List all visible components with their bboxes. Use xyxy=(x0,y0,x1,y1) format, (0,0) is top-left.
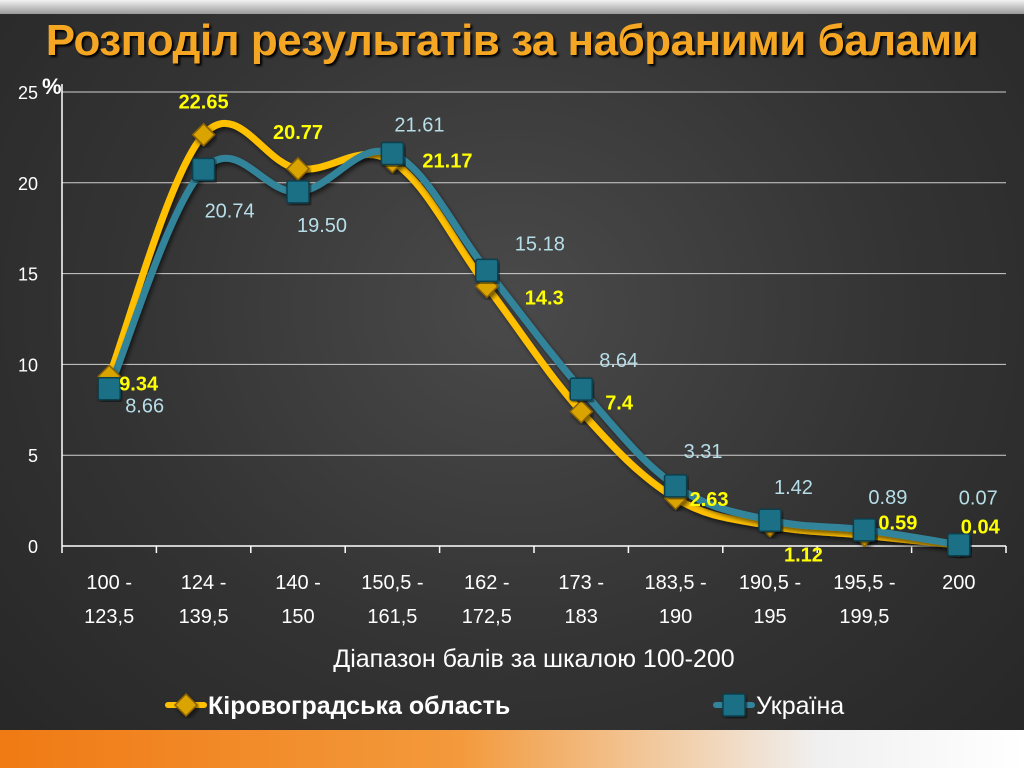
data-label: 1.12 xyxy=(784,545,823,567)
top-decor-strip xyxy=(0,0,1024,14)
data-point-marker xyxy=(97,376,121,401)
x-tick-label: 139,5 xyxy=(179,606,229,628)
data-label: 20.74 xyxy=(205,200,255,222)
data-point-marker xyxy=(191,122,216,147)
data-point-marker xyxy=(191,157,216,182)
x-tick-label: 183 xyxy=(565,606,598,628)
x-tick-label: 173 - xyxy=(558,572,604,594)
data-point-marker xyxy=(475,258,499,283)
y-tick-label: 5 xyxy=(28,446,38,466)
x-tick-label: 200 xyxy=(942,572,975,594)
x-tick-label: 123,5 xyxy=(84,606,134,628)
data-label: 0.59 xyxy=(878,512,917,534)
data-point-marker xyxy=(569,377,593,401)
data-point-marker xyxy=(663,474,688,498)
x-tick-label: 150,5 - xyxy=(361,572,423,594)
data-label: 21.17 xyxy=(422,151,472,173)
legend-label: Кіровоградська область xyxy=(208,692,510,720)
x-tick-label: 150 xyxy=(281,606,314,628)
x-tick-label: 162 - xyxy=(464,572,510,594)
y-tick-label: 20 xyxy=(18,174,38,194)
series-line-1 xyxy=(105,119,963,549)
x-tick-label: 195,5 - xyxy=(833,572,895,594)
data-label: 22.65 xyxy=(179,92,229,114)
data-label: 14.3 xyxy=(525,287,564,309)
data-point-marker xyxy=(380,141,405,166)
bottom-decor-strip xyxy=(0,730,1024,768)
data-label: 19.50 xyxy=(297,215,347,237)
page-title: Розподіл результатів за набраними балами xyxy=(45,16,979,65)
legend-marker xyxy=(722,693,746,717)
x-tick-label: 161,5 xyxy=(367,606,417,628)
data-label: 7.4 xyxy=(605,393,634,415)
legend-marker xyxy=(173,692,199,718)
data-label: 0.07 xyxy=(959,488,998,510)
data-label: 3.31 xyxy=(684,441,723,463)
y-tick-label: 15 xyxy=(18,265,38,285)
data-point-marker xyxy=(758,508,782,532)
x-tick-label: 190 xyxy=(659,606,692,628)
data-label: 1.42 xyxy=(774,477,813,499)
data-label: 21.61 xyxy=(394,115,444,137)
y-tick-label: 0 xyxy=(28,537,38,557)
data-label: 2.63 xyxy=(690,489,729,511)
data-label: 8.64 xyxy=(599,350,638,372)
x-axis-title: Діапазон балів за шкалою 100-200 xyxy=(333,645,734,673)
data-label: 15.18 xyxy=(515,233,565,255)
data-label: 8.66 xyxy=(125,396,164,418)
x-tick-label: 124 - xyxy=(181,572,227,594)
x-tick-label: 199,5 xyxy=(839,606,889,628)
data-label: 9.34 xyxy=(119,373,159,395)
legend-label: Україна xyxy=(756,692,844,720)
y-tick-label: 25 xyxy=(18,83,38,103)
data-label: 0.89 xyxy=(868,487,907,509)
data-label: 0.04 xyxy=(961,516,1001,538)
x-tick-label: 172,5 xyxy=(462,606,512,628)
data-point-marker xyxy=(285,156,311,181)
data-point-marker xyxy=(286,180,310,204)
x-tick-label: 100 - xyxy=(86,572,132,594)
x-tick-label: 183,5 - xyxy=(644,572,706,594)
x-tick-label: 195 xyxy=(753,606,786,628)
data-point-marker xyxy=(947,532,971,557)
data-point-marker xyxy=(569,399,594,424)
data-label: 20.77 xyxy=(273,122,323,144)
x-tick-label: 190,5 - xyxy=(739,572,801,594)
y-axis-label: % xyxy=(42,74,62,99)
x-tick-label: 140 - xyxy=(275,572,321,594)
data-point-marker xyxy=(852,518,877,542)
y-tick-label: 10 xyxy=(18,355,38,375)
